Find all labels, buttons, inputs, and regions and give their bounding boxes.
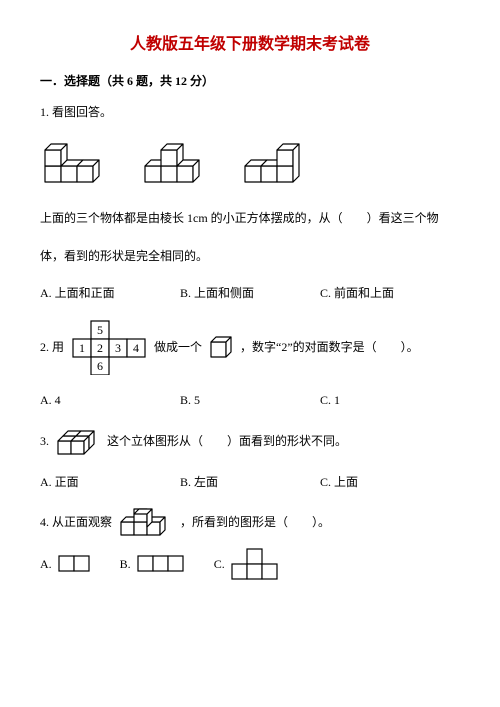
q2-row: 2. 用 5 1 2 3 4 6 做成一个 [40, 319, 460, 375]
q3-opt-c: C. 上面 [320, 473, 460, 492]
q2-options: A. 4 B. 5 C. 1 [40, 391, 460, 410]
q3-row: 3. 这个立体图形从（ ）面看到的形状不同。 [40, 427, 460, 457]
q3-options: A. 正面 B. 左面 C. 上面 [40, 473, 460, 492]
q1-intro: 1. 看图回答。 [40, 103, 460, 122]
q4-opt-b-shape [137, 555, 186, 573]
q2-opt-a: A. 4 [40, 391, 180, 410]
q3-suffix: 这个立体图形从（ ）面看到的形状不同。 [107, 432, 347, 451]
q4-figure [118, 508, 174, 538]
q2-cell-4: 4 [133, 341, 139, 355]
q2-suffix: ，数字“2”的对面数字是（ ）。 [240, 338, 419, 357]
page-title: 人教版五年级下册数学期末考试卷 [40, 30, 460, 54]
q2-cell-5: 5 [97, 323, 103, 337]
q2-cell-6: 6 [97, 359, 103, 373]
q4-row: 4. 从正面观察 ，所看到的图形是（ ）。 [40, 508, 460, 538]
q4-opt-c-label: C. [214, 555, 225, 574]
section-header: 一．选择题（共 6 题，共 12 分） [40, 72, 460, 89]
q1-opt-a: A. 上面和正面 [40, 284, 180, 303]
q4-options: A. B. C. [40, 548, 460, 581]
q1-opt-b: B. 上面和侧面 [180, 284, 320, 303]
q1-figures [40, 138, 460, 186]
question-1: 1. 看图回答。 [40, 103, 460, 303]
q2-prefix: 2. 用 [40, 338, 64, 357]
q4-prefix: 4. 从正面观察 [40, 513, 112, 532]
q1-figure-1 [40, 138, 110, 186]
q2-cell-1: 1 [79, 341, 85, 355]
q3-figure [55, 427, 101, 457]
question-2: 2. 用 5 1 2 3 4 6 做成一个 [40, 319, 460, 410]
q1-figure-3 [240, 138, 310, 186]
q2-opt-b: B. 5 [180, 391, 320, 410]
q3-opt-a: A. 正面 [40, 473, 180, 492]
q1-figure-2 [140, 138, 210, 186]
q1-intro-text: 看图回答。 [52, 105, 112, 119]
q1-opt-c: C. 前面和上面 [320, 284, 460, 303]
q4-suffix: ，所看到的图形是（ ）。 [180, 513, 330, 532]
q3-prefix: 3. [40, 432, 49, 451]
q1-body1: 上面的三个物体都是由棱长 1cm 的小正方体摆成的，从（ ）看这三个物 [40, 206, 460, 230]
q2-cell-2: 2 [97, 341, 103, 355]
q1-body2: 体，看到的形状是完全相同的。 [40, 244, 460, 268]
question-3: 3. 这个立体图形从（ ）面看到的形状不同。 A. 正面 B. 左面 C. 上面 [40, 427, 460, 492]
q2-net: 5 1 2 3 4 6 [70, 319, 148, 375]
q2-cube-icon [208, 334, 234, 360]
q4-opt-c-shape [231, 548, 280, 581]
q2-opt-c: C. 1 [320, 391, 460, 410]
q1-num: 1. [40, 105, 49, 119]
q2-mid: 做成一个 [154, 338, 202, 357]
q3-opt-b: B. 左面 [180, 473, 320, 492]
q4-opt-a: A. [40, 555, 92, 574]
q4-opt-a-label: A. [40, 555, 52, 574]
q1-options: A. 上面和正面 B. 上面和侧面 C. 前面和上面 [40, 284, 460, 303]
q4-opt-b: B. [120, 555, 186, 574]
q2-cell-3: 3 [115, 341, 121, 355]
q4-opt-c: C. [214, 548, 280, 581]
q4-opt-a-shape [58, 555, 92, 573]
q4-opt-b-label: B. [120, 555, 131, 574]
question-4: 4. 从正面观察 ，所看到的图形是（ ）。 A. [40, 508, 460, 581]
